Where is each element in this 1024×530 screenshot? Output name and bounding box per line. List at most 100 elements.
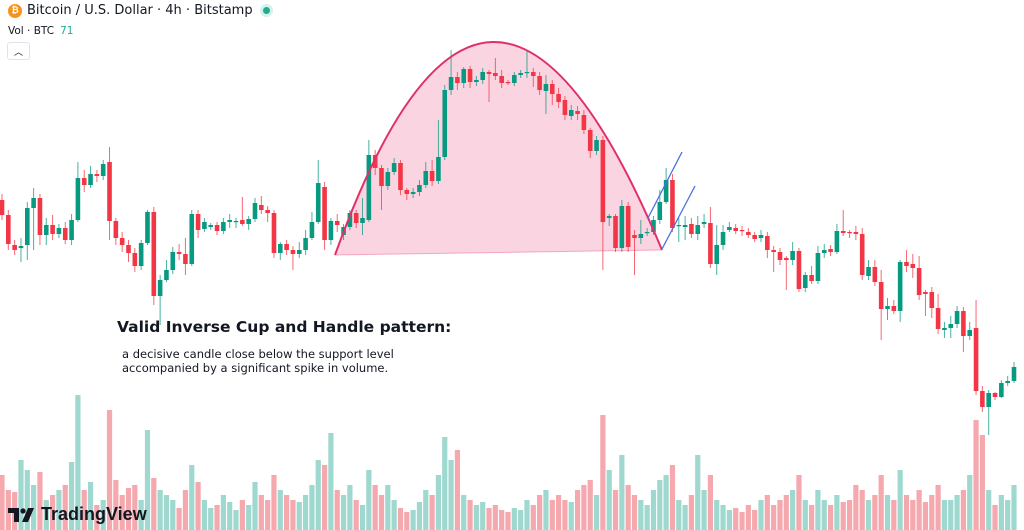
volume-bar — [233, 510, 239, 530]
candle — [176, 244, 182, 260]
candle — [360, 198, 365, 235]
candle-body — [322, 187, 327, 240]
volume-bar — [739, 512, 745, 530]
candle-body — [138, 243, 144, 266]
volume-bar — [353, 500, 359, 530]
candle-body — [935, 308, 941, 329]
candle-body — [157, 280, 163, 296]
candle-body — [828, 249, 833, 252]
volume-bar — [144, 430, 151, 530]
volume-bar — [929, 495, 935, 530]
candle-body — [954, 311, 960, 324]
volume-bar — [24, 470, 30, 530]
candle — [701, 214, 707, 228]
volume-bar — [359, 505, 366, 530]
candle — [480, 68, 485, 84]
volume-bar — [125, 488, 132, 530]
candle-body — [12, 245, 17, 250]
handle-channel-upper[interactable] — [647, 151, 683, 219]
cup-pattern-arc[interactable] — [334, 41, 663, 256]
volume-bar — [878, 475, 884, 530]
candle — [695, 216, 701, 240]
candle-body — [765, 236, 770, 250]
candle-body — [537, 76, 542, 90]
volume-bar — [309, 485, 315, 530]
candle-body — [878, 282, 884, 309]
candle-body — [720, 232, 726, 245]
volume-bar — [967, 475, 973, 530]
candle-body — [353, 213, 359, 223]
candle — [170, 247, 176, 274]
volume-bar — [796, 475, 802, 530]
candle — [809, 266, 814, 284]
candle-body — [151, 212, 157, 296]
volume-bar — [764, 495, 770, 530]
candle-body — [948, 324, 954, 328]
candle — [606, 214, 612, 226]
candle-body — [284, 244, 289, 250]
volume-bar — [56, 490, 62, 530]
candle — [353, 210, 359, 228]
candle — [562, 96, 568, 120]
candle-body — [271, 213, 277, 253]
candle-body — [436, 157, 441, 181]
volume-bar — [669, 465, 676, 530]
collapse-legend-button[interactable]: ︿ — [7, 42, 30, 60]
candle — [625, 202, 631, 252]
candle-body — [885, 306, 890, 309]
candle-body — [189, 214, 195, 264]
volume-legend[interactable]: Vol · BTC 71 — [8, 25, 73, 37]
volume-bar — [872, 495, 878, 530]
candle-body — [758, 235, 764, 238]
handle-channel-lower[interactable] — [661, 185, 696, 250]
candle — [183, 238, 188, 275]
candle — [986, 390, 991, 435]
candle-body — [240, 220, 245, 224]
candle — [69, 214, 74, 245]
candle-body — [94, 174, 100, 176]
candle-body — [309, 222, 315, 238]
volume-bar — [43, 500, 49, 530]
candle-body — [214, 225, 220, 231]
volume-bar — [809, 505, 815, 530]
volume-bar — [922, 502, 929, 530]
candle — [455, 72, 460, 90]
candle — [240, 197, 245, 226]
candle-body — [315, 183, 321, 222]
volume-bar — [340, 495, 347, 530]
candle — [18, 238, 24, 262]
volume-label: Vol · BTC — [8, 25, 55, 37]
cup-pattern-fill — [335, 41, 662, 255]
candle — [752, 232, 757, 242]
volume-bar — [676, 500, 682, 530]
candle — [366, 140, 372, 222]
candle-body — [872, 267, 878, 282]
candle — [372, 150, 378, 175]
volume-bar — [163, 495, 170, 530]
candle-body — [18, 246, 24, 248]
volume-bar — [581, 485, 587, 530]
volume-bar — [549, 500, 555, 530]
support-line[interactable] — [334, 249, 663, 256]
volume-bar — [574, 490, 581, 530]
candle — [954, 306, 960, 328]
candle — [385, 168, 391, 190]
candle-body — [221, 222, 226, 231]
candle — [935, 294, 941, 334]
candle-body — [999, 383, 1004, 397]
volume-bar — [998, 495, 1004, 530]
volume-bar — [435, 475, 442, 530]
tradingview-logo[interactable]: TradingView — [8, 504, 147, 525]
volume-bar — [442, 437, 448, 530]
candle — [56, 224, 62, 238]
candle — [31, 188, 36, 250]
volume-bar — [87, 482, 94, 530]
candle-body — [815, 253, 821, 281]
candle-body — [929, 292, 935, 308]
candle — [524, 50, 530, 78]
volume-bar — [726, 510, 732, 530]
volume-bar — [986, 490, 992, 530]
symbol-title[interactable]: Bitcoin / U.S. Dollar · 4h · Bitstamp — [27, 3, 253, 18]
symbol-header[interactable]: ₿ Bitcoin / U.S. Dollar · 4h · Bitstamp — [8, 3, 270, 18]
